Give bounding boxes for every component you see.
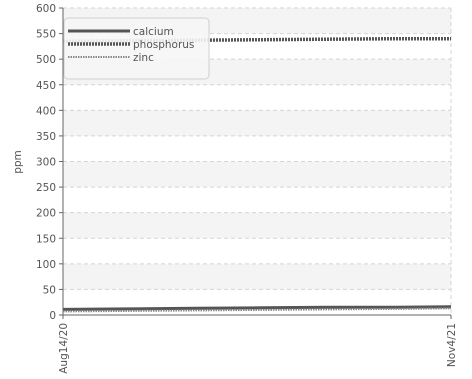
series-line-zinc (62, 307, 452, 313)
x-tick-label: Nov4/21 (446, 323, 458, 367)
grid-band (63, 161, 451, 188)
y-tick-label: 150 (36, 233, 56, 245)
legend-label-zinc: zinc (133, 52, 154, 64)
y-tick-label: 400 (36, 105, 56, 117)
grid-band (63, 263, 451, 290)
y-tick-label: 550 (36, 29, 56, 41)
legend-label-calcium: calcium (133, 26, 174, 38)
y-tick-label: 350 (36, 131, 56, 143)
grid-band (63, 110, 451, 136)
y-tick-label: 50 (43, 284, 56, 296)
y-tick-label: 500 (36, 54, 56, 66)
series-line-phosphorus (62, 36, 451, 44)
legend-box (63, 17, 210, 80)
grid-band (63, 212, 451, 239)
y-tick-label: 600 (36, 3, 56, 15)
y-tick-label: 450 (36, 80, 56, 92)
y-tick-label: 100 (36, 259, 56, 271)
legend-label-phosphorus: phosphorus (133, 39, 194, 51)
y-tick-label: 0 (49, 310, 56, 322)
y-axis-title: ppm (12, 150, 24, 174)
y-tick-label: 200 (36, 208, 56, 220)
x-tick-label: Aug14/20 (58, 323, 70, 374)
series-line-calcium (62, 305, 452, 311)
y-tick-label: 250 (36, 182, 56, 194)
y-tick-label: 300 (36, 157, 56, 169)
